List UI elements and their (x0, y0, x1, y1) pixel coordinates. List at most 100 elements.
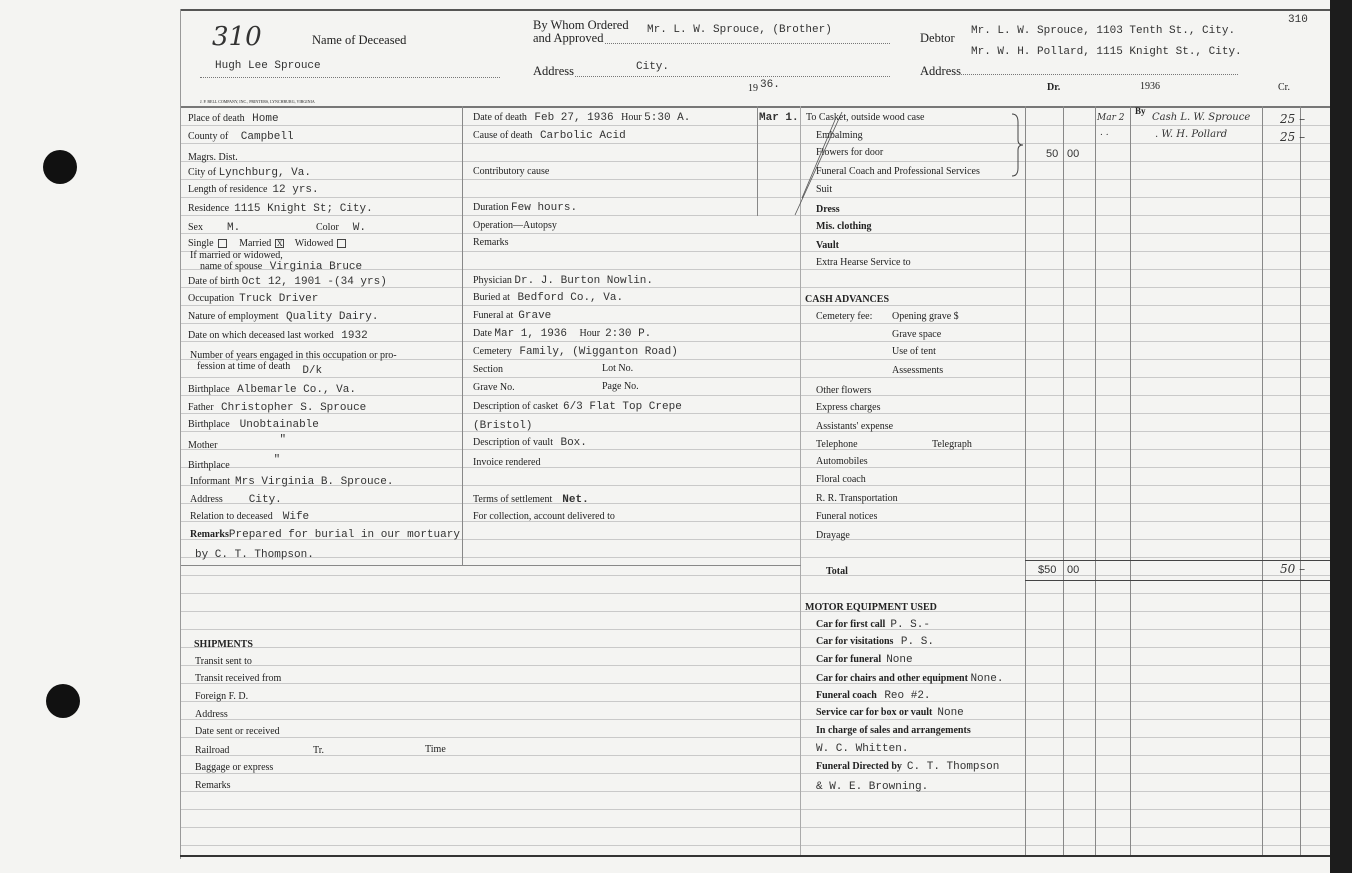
in-charge-label: In charge of sales and arrangements (816, 725, 971, 736)
scan-edge (1330, 0, 1352, 873)
father-label: Father (188, 402, 214, 413)
record-number-handwritten: 310 (212, 22, 262, 52)
ordered-label: By Whom Ordered (533, 18, 629, 32)
residence-label: Residence (188, 203, 230, 214)
hour-value: 2:30 P. (605, 328, 652, 340)
relation-value: Wife (282, 511, 310, 523)
invoice-label: Invoice rendered (473, 457, 541, 468)
in-charge-value: W. C. Whitten. (816, 743, 909, 755)
occupation-value: Truck Driver (239, 293, 319, 305)
credit-date: . . (1100, 128, 1109, 138)
column-divider (1095, 106, 1096, 855)
vault-label: Description of vault (473, 437, 553, 448)
debtor-address-label: Address (920, 64, 961, 78)
address-label: Address (533, 64, 574, 78)
charge-item: Funeral Coach and Professional Services (816, 166, 980, 177)
service-car-value: None (937, 707, 964, 719)
widowed-checkbox[interactable] (337, 239, 347, 249)
relation-label: Relation to deceased (190, 511, 273, 522)
year-value: 36. (760, 79, 780, 91)
length-value: 12 yrs. (272, 184, 319, 196)
date-of-death-label: Date of death (473, 112, 527, 123)
remarks-label: Remarks (190, 529, 229, 540)
shipment-field: Foreign F. D. (195, 691, 249, 702)
dr-year: 1936 (1140, 81, 1160, 92)
hour-value: 5:30 A. (644, 112, 691, 124)
sex-value: M. (227, 222, 241, 234)
physician-value: Dr. J. Burton Nowlin. (514, 275, 654, 287)
cash-advances-title: CASH ADVANCES (805, 294, 890, 305)
father-birthplace-value: Unobtainable (239, 419, 319, 431)
married-checkbox[interactable]: X (275, 239, 285, 249)
visitations-label: Car for visitations (816, 636, 894, 647)
date-of-death-value: Feb 27, 1936 (534, 112, 614, 124)
hour-label: Hour (579, 328, 601, 339)
deceased-name: Hugh Lee Sprouce (215, 60, 321, 72)
brace (1011, 113, 1024, 177)
spouse-label: If married or widowed, (190, 250, 283, 261)
single-checkbox[interactable] (217, 239, 227, 249)
divider (200, 77, 500, 78)
county-value: Campbell (240, 131, 294, 143)
lot-label: Lot No. (602, 363, 634, 374)
time-label: Time (425, 744, 446, 755)
county-label: County of (188, 131, 229, 142)
grave-space-label: Grave space (892, 329, 942, 340)
column-divider (1262, 106, 1263, 855)
place-of-death-value: Home (252, 113, 279, 125)
section-label: Section (473, 364, 503, 375)
credit-date: Mar 2 (1097, 113, 1125, 123)
cemetery-fee-label: Cemetery fee: (816, 311, 873, 322)
coach-value: Reo #2. (884, 690, 931, 702)
first-call-label: Car for first call (816, 619, 886, 630)
mother-value: " (279, 434, 287, 446)
duration-value: Few hours. (511, 202, 578, 214)
sex-label: Sex (188, 222, 203, 233)
divider (575, 76, 890, 77)
ordered-label: and Approved (533, 31, 604, 45)
vault-value: Box. (560, 437, 587, 449)
tr-label: Tr. (313, 745, 325, 756)
father-value: Christopher S. Sprouce (221, 402, 367, 414)
birthplace-label: Birthplace (188, 384, 230, 395)
service-car-label: Service car for box or vault (816, 707, 933, 718)
charge-item: Extra Hearse Service to (816, 257, 911, 268)
advance-item: Express charges (816, 402, 881, 413)
debtor-label: Debtor (920, 31, 955, 45)
city-label: City of (188, 167, 217, 178)
contributory-label: Contributory cause (473, 166, 550, 177)
column-divider (800, 106, 801, 855)
first-call-value: P. S.- (890, 619, 930, 631)
dr-label: Dr. (1047, 82, 1061, 93)
years-engaged-label: fession at time of death (197, 361, 291, 372)
place-of-death-label: Place of death (188, 113, 245, 124)
informant-value: Mrs Virginia B. Sprouce. (235, 476, 394, 488)
years-engaged-value: D/k (302, 365, 323, 377)
column-divider (757, 106, 758, 216)
mother-birthplace-label: Birthplace (188, 460, 230, 471)
telegraph-label: Telegraph (932, 439, 972, 450)
dob-value: Oct 12, 1901 -(34 yrs) (241, 276, 387, 288)
cause-label: Cause of death (473, 130, 533, 141)
shipment-field: Baggage or express (195, 762, 274, 773)
column-divider (1300, 106, 1301, 855)
column-divider (1025, 106, 1026, 855)
credit-total: 50 – (1280, 562, 1306, 576)
column-divider (1130, 106, 1131, 855)
charge-item: Embalming (816, 130, 863, 141)
father-birthplace-label: Birthplace (188, 419, 230, 430)
shipment-field: Date sent or received (195, 726, 280, 737)
remarks-value: Prepared for burial in our mortuary (228, 529, 460, 541)
advance-item: Telephone (816, 439, 858, 450)
total-line (1025, 560, 1330, 561)
shipments-title: SHIPMENTS (194, 639, 253, 650)
section-divider (181, 565, 801, 566)
name-label: Name of Deceased (312, 33, 407, 47)
punch-hole (46, 684, 80, 718)
charge-dollars: 50 (1046, 148, 1059, 160)
employment-label: Nature of employment (188, 311, 279, 322)
collection-label: For collection, account delivered to (473, 511, 615, 522)
informant-label: Informant (190, 476, 230, 487)
cemetery-label: Cemetery (473, 346, 512, 357)
shipment-field: Railroad (195, 745, 230, 756)
